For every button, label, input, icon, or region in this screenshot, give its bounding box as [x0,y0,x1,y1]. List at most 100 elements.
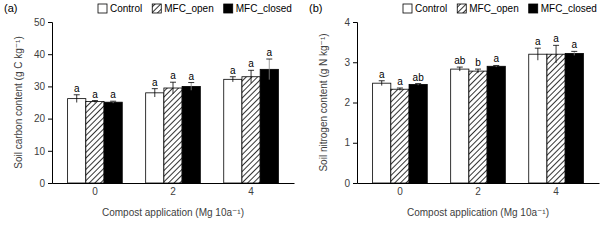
letters: aabaabaabaa [379,33,578,87]
legend: ControlMFC_openMFC_closed [98,3,292,14]
error-line [191,83,192,91]
significance-letter: a [266,47,272,58]
bar [469,71,487,183]
legend-swatch [457,4,466,13]
x-axis-line [53,183,295,184]
error-line [232,77,233,82]
significance-letter: a [110,89,116,100]
y-tick: 0 [344,178,357,189]
panel-title: (b) [309,2,322,14]
y-tick-mark [48,151,52,152]
y-tick-mark [48,183,52,184]
y-tick-mark [353,103,357,104]
y-tick: 30 [34,81,52,92]
significance-letter: a [493,53,499,64]
significance-letter: a [379,69,385,80]
y-axis: 01020304050 [34,17,53,189]
y-tick-label: 0 [344,178,350,189]
bar [451,69,469,183]
y-tick-label: 3 [344,57,350,68]
bar [104,102,122,183]
error-line [459,67,460,71]
x-tick: 4 [248,186,254,197]
error-cap [571,51,577,52]
bar [547,54,565,183]
error-cap [493,65,499,66]
legend-label: Control [110,3,142,14]
error-cap [475,69,481,70]
error-bar [92,101,98,103]
error-bar [152,89,158,97]
bar [373,83,391,183]
error-bar [170,82,176,94]
legend-swatch [152,4,161,13]
y-tick-label: 4 [344,17,350,28]
bar [565,53,583,183]
x-axis: 0 2 4 [53,184,295,198]
legend-label: Control [415,3,447,14]
y-axis-title: Soil nitrogen content (g N kg⁻¹) [318,33,329,171]
significance-letter: a [248,58,254,69]
panel: 01020304050024Compost application (Mg 10… [4,2,295,218]
legend-label: MFC_open [469,3,518,14]
bar [409,84,427,183]
error-bar [397,88,403,90]
letters: aaaaaaaaa [74,47,273,100]
legend-item: MFC_closed [529,3,597,14]
significance-letter: b [475,57,481,68]
error-cap [92,100,98,101]
legend-item: Control [98,3,142,14]
bar [182,86,200,183]
bars [373,53,584,183]
y-tick-mark [353,183,357,184]
error-bar [535,48,541,60]
error-line [537,48,538,60]
x-tick-label: 0 [397,186,403,197]
error-bars [379,45,578,90]
legend-swatch [98,4,107,13]
error-bar [553,45,559,63]
y-axis: 01234 [344,17,357,189]
y-tick-label: 20 [34,113,46,124]
y-axis-line [48,23,53,184]
error-line [251,70,252,83]
y-tick: 50 [34,17,52,28]
x-tick-label: 4 [248,186,254,197]
error-cap [457,67,463,68]
y-tick-label: 30 [34,81,46,92]
y-tick-mark [48,54,52,55]
bar [487,66,505,183]
x-tick-label: 0 [92,186,98,197]
significance-letter: a [571,39,577,50]
error-line [269,59,270,80]
y-tick-mark [353,143,357,144]
legend: Control MFC_open MFC_closed [403,3,597,14]
error-line [556,45,557,63]
error-cap [248,70,254,71]
error-bar [110,101,116,103]
y-tick-label: 1 [344,137,350,148]
error-cap [535,48,541,49]
bar [391,89,409,183]
error-line [478,69,479,73]
x-tick-label: 4 [553,186,559,197]
error-cap [152,88,158,89]
x-tick-label: 2 [170,186,176,197]
error-line [154,89,155,97]
significance-letter: a [230,65,236,76]
y-tick-label: 10 [34,146,46,157]
error-cap [397,88,403,89]
significance-letter: a [74,83,80,94]
significance-letter: ab [413,72,425,83]
legend-label: MFC_closed [541,3,597,14]
y-axis-title: Soil carbon content (g C kg⁻¹) [13,36,24,169]
significance-letter: a [92,89,98,100]
y-axis-line [353,23,358,184]
x-tick: 0 [397,186,403,197]
figure: 01020304050024Compost application (Mg 10… [0,0,603,231]
significance-letter: a [553,33,559,44]
error-cap [230,76,236,77]
y-tick-mark [48,86,52,87]
y-tick: 3 [344,57,357,68]
y-tick: 10 [34,146,52,157]
